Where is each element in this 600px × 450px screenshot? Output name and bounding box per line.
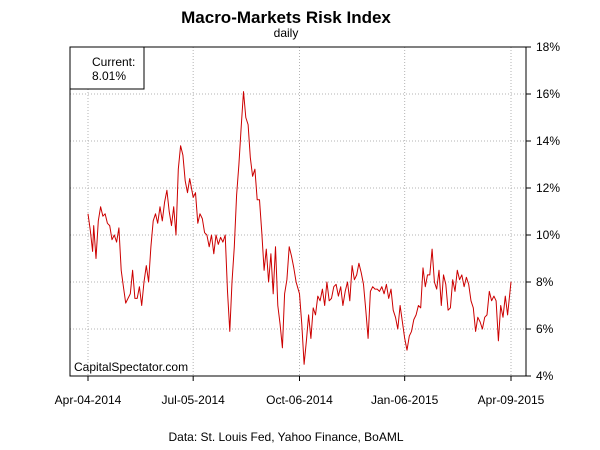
- x-tick-label: Apr-04-2014: [55, 393, 122, 407]
- plot-frame: [69, 46, 527, 377]
- y-tick-label: 10%: [536, 228, 560, 242]
- watermark-text: CapitalSpectator.com: [74, 360, 188, 374]
- grid: [70, 46, 526, 377]
- y-tick-label: 16%: [536, 87, 560, 101]
- y-tick-label: 14%: [536, 134, 560, 148]
- y-tick-label: 6%: [536, 322, 554, 336]
- series-line: [87, 91, 512, 365]
- legend-box: Current: 8.01%: [69, 46, 145, 90]
- x-axis: Apr-04-2014 Jul-05-2014 Oct-06-2014 Jan-06-…: [55, 376, 545, 407]
- x-tick-label: Oct-06-2014: [266, 393, 333, 407]
- y-tick-label: 18%: [536, 40, 560, 54]
- y-tick-label: 8%: [536, 275, 554, 289]
- x-tick-label: Jan-06-2015: [371, 393, 439, 407]
- x-tick-label: Jul-05-2014: [161, 393, 225, 407]
- legend-value: 8.01%: [92, 69, 126, 83]
- chart-subtitle: daily: [274, 26, 299, 40]
- risk-index-line: [87, 91, 512, 365]
- y-tick-label: 12%: [536, 181, 560, 195]
- legend-label: Current:: [92, 55, 135, 69]
- x-tick-label: Apr-09-2015: [478, 393, 545, 407]
- y-axis: 4% 6% 8% 10% 12% 14% 16% 18%: [526, 40, 560, 383]
- chart-title: Macro-Markets Risk Index: [181, 8, 391, 27]
- y-tick-label: 4%: [536, 369, 554, 383]
- legend-frame: [69, 46, 145, 90]
- source-note: Data: St. Louis Fed, Yahoo Finance, BoAM…: [168, 430, 403, 444]
